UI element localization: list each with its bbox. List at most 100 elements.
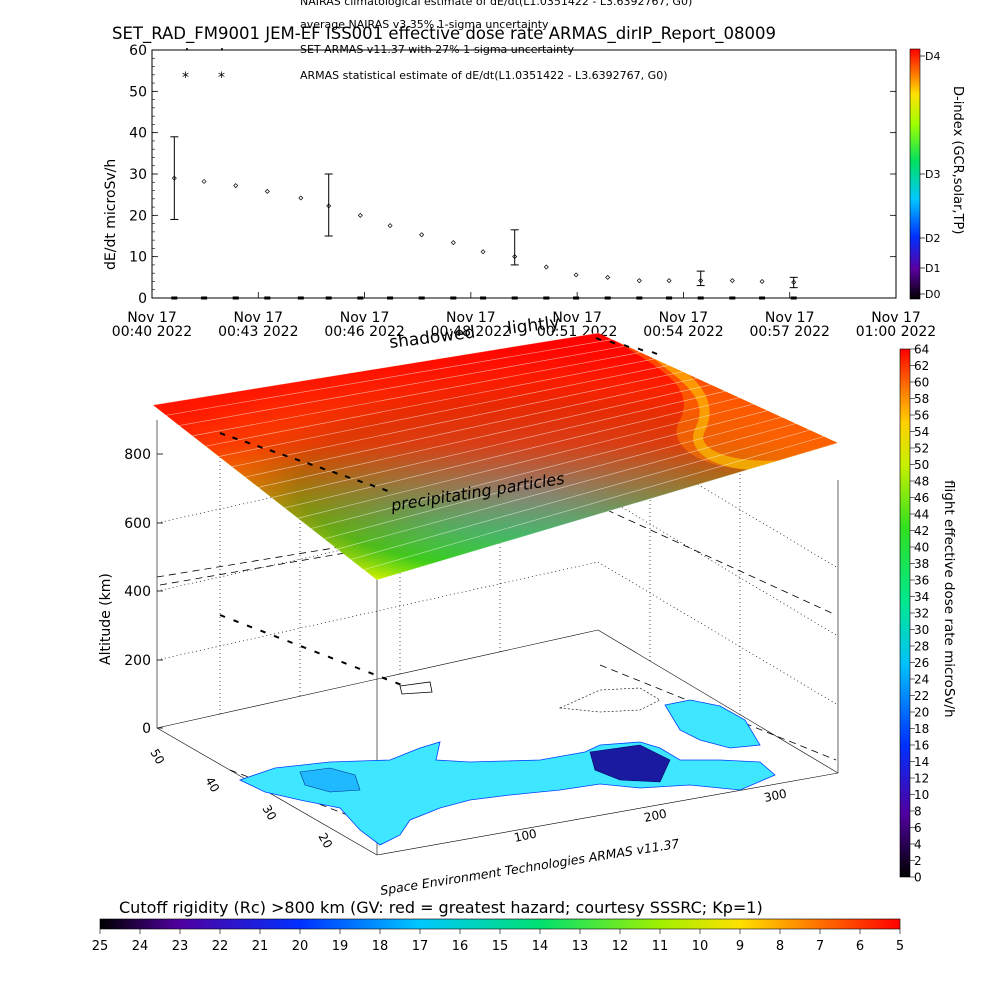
dose-tick-label: 64: [914, 343, 929, 357]
rc-tick-label: 21: [252, 939, 269, 954]
armas-statistical-point: [171, 296, 178, 300]
armas-statistical-point: [790, 296, 797, 300]
rc-tick-label: 16: [452, 939, 469, 954]
armas-point: [233, 183, 239, 189]
x-tick-label-time: 00:43 2022: [218, 324, 298, 340]
armas-point: [605, 274, 611, 280]
armas-statistical-point: [666, 296, 673, 300]
y-tick-label: 50: [129, 84, 147, 100]
armas-point: [729, 278, 735, 284]
x-tick-label-date: Nov 17: [340, 310, 390, 326]
sheet-layer-line: [218, 365, 669, 457]
dose-tick-label: 32: [914, 607, 929, 621]
armas-statistical-point: [636, 296, 643, 300]
sheet-layer-line: [179, 345, 627, 426]
rc-tick-label: 24: [132, 939, 149, 954]
dose-tick-label: 58: [914, 392, 929, 406]
dose-tick-label: 2: [914, 854, 922, 868]
armas-point: [543, 264, 549, 270]
armas-statistical-point: [729, 296, 736, 300]
dose-tick-label: 48: [914, 475, 929, 489]
dose-tick-label: 6: [914, 821, 922, 835]
sheet-track-dash: [232, 436, 238, 441]
altitude-axis: 0 200 400 600 800: [124, 447, 163, 737]
armas-point: [698, 278, 704, 284]
y-tick-label: 0: [138, 291, 147, 307]
dose-sheet: [152, 332, 839, 581]
dose-tick-label: 30: [914, 623, 929, 637]
sheet-track-dash: [332, 470, 338, 475]
x-tick-label-date: Nov 17: [871, 310, 921, 326]
latitude-tick-label: 30: [259, 803, 279, 823]
dose-tick-label: 10: [914, 788, 929, 802]
track-dash: [395, 681, 401, 686]
sheet-track-dash: [244, 440, 251, 445]
armas-statistical-point: [573, 296, 580, 300]
latitude-tick-label: 40: [202, 775, 222, 795]
armas-point: [326, 203, 332, 209]
altitude-tick-label: 200: [124, 653, 151, 669]
armas-statistical-point: [543, 296, 550, 300]
track-dash: [368, 671, 374, 676]
x-tick-label-date: Nov 17: [446, 310, 496, 326]
rc-tick-label: 19: [332, 939, 349, 954]
track-dash: [300, 645, 307, 650]
dose-colorbar-label: flight effective dose rate microSv/h: [941, 480, 957, 718]
legend-symbol-star-2: *: [218, 70, 225, 86]
armas-statistical-point: [232, 296, 239, 300]
armas-statistical-point: [759, 296, 766, 300]
sheet-layer-line: [152, 332, 599, 406]
dose-tick-label: 16: [914, 739, 929, 753]
armas-point: [419, 232, 425, 238]
altitude-tick-label: 600: [124, 516, 151, 532]
y-tick-label: 30: [129, 167, 147, 183]
legend-symbol-star-1: *: [182, 70, 189, 86]
dose-tick-label: 12: [914, 772, 929, 786]
sheet-layer-line: [231, 371, 683, 468]
sheet-track-dash: [282, 453, 288, 458]
rc-tick-label: 15: [492, 939, 509, 954]
x-tick-label-date: Nov 17: [233, 310, 283, 326]
x-tick-label-date: Nov 17: [765, 310, 815, 326]
x-tick-label-date: Nov 17: [659, 310, 709, 326]
dose-tick-label: 40: [914, 541, 929, 555]
altitude-tick-label: 0: [142, 721, 151, 737]
longitude-tick-label: 100: [513, 826, 538, 844]
legend-nairas-uncertainty: average NAIRAS v3 35% 1-sigma uncertaint…: [300, 18, 549, 31]
dindex-colorbar-ticks: D0 D1 D2 D3 D4: [920, 50, 940, 301]
dose-tick-label: 24: [914, 673, 929, 687]
y-tick-label: 10: [129, 250, 147, 266]
x-tick-label-time: 01:00 2022: [856, 324, 936, 340]
rc-colorbar-ticks: 25 24 23 22 21 20 19 18 17 16 15 14 13 12 11 10 9 8 7 6 5: [92, 929, 904, 954]
track-dash: [219, 614, 226, 618]
x-tick-label-time: 00:46 2022: [324, 324, 404, 340]
armas-point: [636, 278, 642, 284]
rc-tick-label: 5: [896, 939, 904, 954]
track-dash: [260, 629, 266, 634]
rc-tick-label: 22: [212, 939, 229, 954]
dose-tick-label: 18: [914, 722, 929, 736]
sheet-track-dash: [357, 479, 363, 484]
armas-statistical-point: [697, 296, 704, 300]
armas-statistical-point: [604, 296, 611, 300]
dose-tick-label: 52: [914, 442, 929, 456]
dose-tick-label: 56: [914, 409, 929, 423]
sheet-track-dash: [637, 347, 644, 352]
sheet-track-dash: [294, 457, 301, 462]
dose-tick-label: 14: [914, 755, 929, 769]
track-dash: [354, 666, 361, 670]
armas-point: [666, 278, 672, 284]
dindex-tick-label: D2: [925, 232, 940, 245]
sheet-track-dash: [382, 487, 388, 492]
armas-statistical-point: [387, 296, 394, 300]
legend-armas-estimate: ARMAS statistical estimate of dE/dt(L1.0…: [300, 69, 667, 82]
armas-point: [264, 188, 270, 194]
sheet-layer-line: [297, 403, 754, 519]
altitude-tick-label: 800: [124, 447, 151, 463]
armas-statistical-point: [325, 296, 332, 300]
dose-tick-label: 20: [914, 706, 929, 720]
rc-tick-label: 9: [736, 939, 744, 954]
rc-tick-label: 18: [372, 939, 389, 954]
x-tick-label-time: 00:48 2022: [431, 324, 511, 340]
